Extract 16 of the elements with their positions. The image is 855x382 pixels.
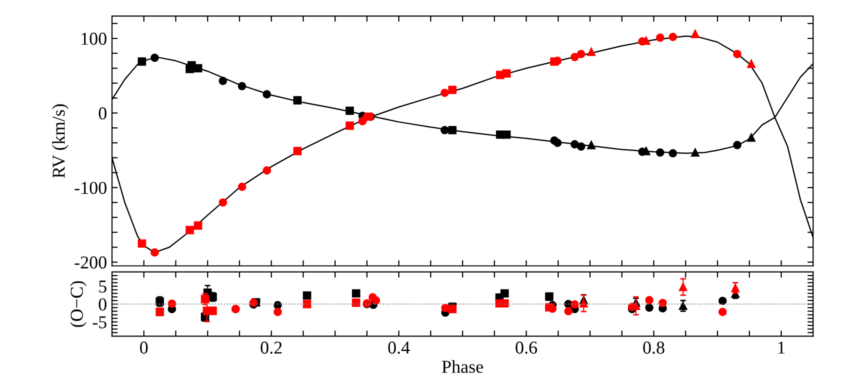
x-tick-label: 0.8 xyxy=(643,342,664,354)
x-tick-label: 0.4 xyxy=(388,342,410,354)
x-tick-label: 0.6 xyxy=(516,342,538,354)
x-tick-label: 0 xyxy=(140,342,148,354)
y-axis-title: (O−C) xyxy=(70,281,87,327)
y-axis-title: RV (km/s) xyxy=(52,104,68,178)
x-tick-label: 0.2 xyxy=(260,342,282,354)
y-tick-label: 0 xyxy=(98,107,106,120)
y-tick-label: -100 xyxy=(74,182,106,194)
x-axis-title: Phase xyxy=(442,360,483,373)
y-tick-label: -200 xyxy=(74,256,106,269)
x-tick-label: 1 xyxy=(778,342,785,354)
y-tick-label: 5 xyxy=(99,280,106,293)
y-tick-label: 100 xyxy=(82,32,106,45)
y-tick-label: -5 xyxy=(92,316,106,328)
y-tick-label: 0 xyxy=(98,298,106,311)
